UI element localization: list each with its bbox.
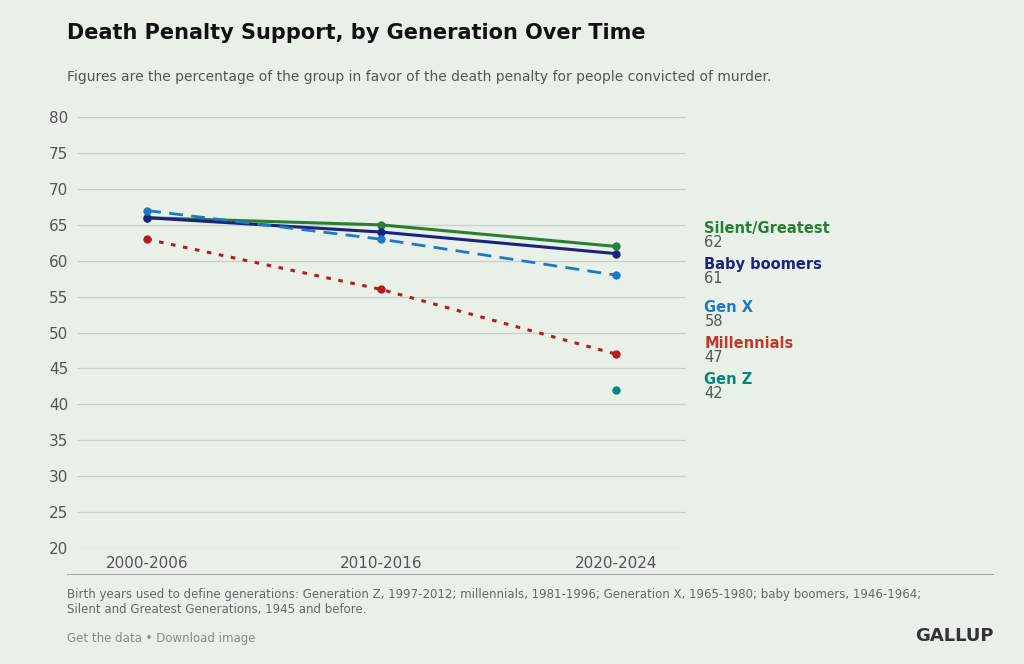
Text: Gen X: Gen X — [705, 300, 754, 315]
Text: 62: 62 — [705, 235, 723, 250]
Text: Death Penalty Support, by Generation Over Time: Death Penalty Support, by Generation Ove… — [67, 23, 645, 43]
Text: Millennials: Millennials — [705, 336, 794, 351]
Text: 42: 42 — [705, 386, 723, 401]
Text: Silent/Greatest: Silent/Greatest — [705, 221, 830, 236]
Text: Birth years used to define generations: Generation Z, 1997-2012; millennials, 19: Birth years used to define generations: … — [67, 588, 921, 616]
Text: GALLUP: GALLUP — [914, 627, 993, 645]
Text: Get the data • Download image: Get the data • Download image — [67, 632, 255, 645]
Text: Gen Z: Gen Z — [705, 372, 753, 386]
Text: 61: 61 — [705, 271, 723, 286]
Text: 47: 47 — [705, 350, 723, 365]
Text: Figures are the percentage of the group in favor of the death penalty for people: Figures are the percentage of the group … — [67, 70, 771, 84]
Text: Baby boomers: Baby boomers — [705, 257, 822, 272]
Text: 58: 58 — [705, 314, 723, 329]
